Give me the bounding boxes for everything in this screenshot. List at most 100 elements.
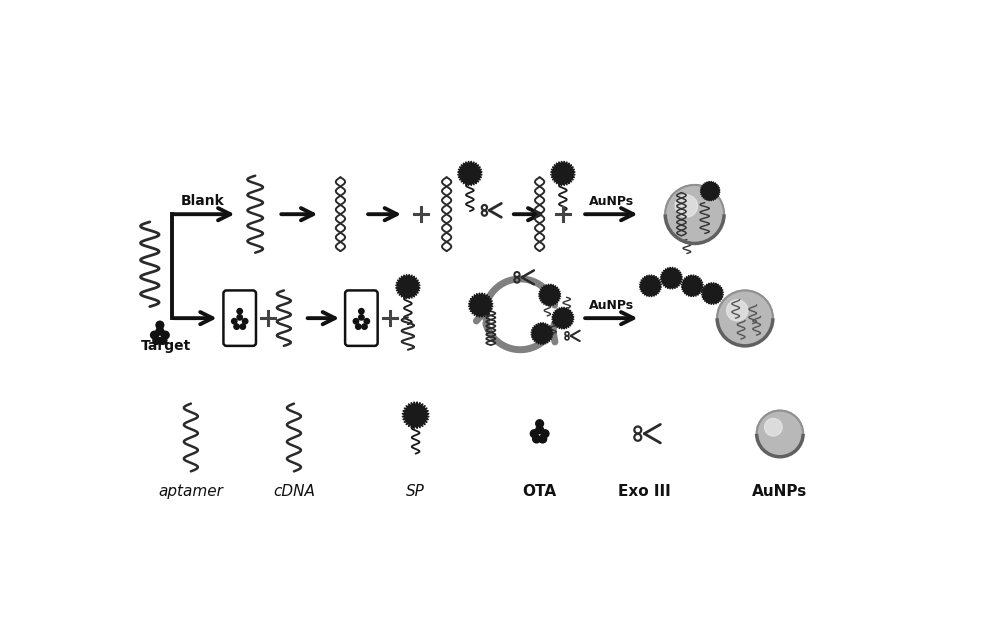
Circle shape: [757, 411, 803, 457]
Polygon shape: [551, 161, 575, 185]
Circle shape: [717, 290, 773, 346]
Text: AuNPs: AuNPs: [752, 484, 808, 499]
Circle shape: [156, 328, 164, 335]
Circle shape: [242, 319, 248, 324]
Polygon shape: [539, 284, 560, 306]
Circle shape: [665, 185, 724, 243]
Circle shape: [757, 411, 803, 457]
Circle shape: [232, 319, 237, 324]
Circle shape: [359, 309, 364, 314]
Circle shape: [717, 290, 773, 346]
Polygon shape: [682, 275, 703, 297]
Circle shape: [240, 324, 246, 329]
Circle shape: [665, 185, 724, 243]
Circle shape: [536, 420, 544, 428]
Circle shape: [717, 290, 773, 346]
Polygon shape: [552, 307, 574, 329]
Polygon shape: [403, 402, 429, 428]
Circle shape: [757, 411, 803, 457]
Circle shape: [717, 290, 773, 346]
Circle shape: [757, 411, 803, 457]
Circle shape: [717, 290, 773, 346]
Circle shape: [765, 418, 782, 436]
Circle shape: [665, 185, 724, 243]
Circle shape: [665, 185, 724, 243]
Circle shape: [539, 435, 547, 443]
Polygon shape: [701, 181, 720, 200]
Circle shape: [237, 315, 242, 320]
Circle shape: [717, 290, 773, 346]
Circle shape: [665, 185, 724, 243]
Circle shape: [717, 290, 773, 346]
Circle shape: [717, 290, 773, 346]
Circle shape: [717, 290, 773, 346]
Circle shape: [675, 195, 698, 217]
Circle shape: [665, 185, 724, 243]
Text: AuNPs: AuNPs: [588, 195, 634, 208]
Circle shape: [156, 321, 164, 329]
Circle shape: [665, 185, 724, 243]
Circle shape: [161, 331, 169, 339]
Circle shape: [237, 309, 242, 314]
FancyBboxPatch shape: [345, 290, 378, 346]
Circle shape: [362, 324, 367, 329]
Text: Exo III: Exo III: [618, 484, 671, 499]
Circle shape: [717, 290, 773, 346]
Circle shape: [159, 336, 167, 345]
Circle shape: [151, 331, 158, 339]
Circle shape: [757, 411, 803, 457]
Circle shape: [757, 411, 803, 457]
Text: cDNA: cDNA: [273, 484, 315, 499]
Circle shape: [530, 430, 538, 437]
Polygon shape: [469, 293, 493, 317]
Circle shape: [757, 411, 803, 457]
Circle shape: [717, 290, 773, 346]
Text: OTA: OTA: [523, 484, 557, 499]
Circle shape: [234, 324, 239, 329]
Circle shape: [665, 185, 724, 243]
Circle shape: [757, 411, 803, 457]
Circle shape: [665, 185, 724, 243]
Circle shape: [533, 435, 540, 443]
FancyBboxPatch shape: [223, 290, 256, 346]
Circle shape: [717, 290, 773, 346]
Circle shape: [536, 426, 544, 433]
Circle shape: [717, 290, 773, 346]
Circle shape: [757, 411, 803, 457]
Circle shape: [717, 290, 773, 346]
Circle shape: [665, 185, 724, 243]
Circle shape: [717, 290, 773, 346]
Circle shape: [665, 185, 724, 243]
Circle shape: [717, 290, 773, 346]
Circle shape: [757, 411, 803, 457]
Circle shape: [359, 315, 364, 320]
Circle shape: [665, 185, 724, 243]
Circle shape: [153, 336, 161, 345]
Circle shape: [665, 185, 724, 243]
Circle shape: [717, 290, 773, 346]
Text: Blank: Blank: [181, 194, 225, 208]
Circle shape: [757, 411, 803, 457]
Circle shape: [757, 411, 803, 457]
Polygon shape: [640, 275, 661, 297]
Circle shape: [757, 411, 803, 457]
Text: aptamer: aptamer: [158, 484, 223, 499]
Circle shape: [757, 411, 803, 457]
Circle shape: [757, 411, 803, 457]
Polygon shape: [702, 283, 723, 304]
Text: Target: Target: [140, 340, 191, 353]
Circle shape: [757, 411, 803, 457]
Circle shape: [665, 185, 724, 243]
Circle shape: [757, 411, 803, 457]
Circle shape: [665, 185, 724, 243]
Circle shape: [717, 290, 773, 346]
Circle shape: [541, 430, 549, 437]
Circle shape: [757, 411, 803, 457]
Circle shape: [717, 290, 773, 346]
Circle shape: [364, 319, 370, 324]
Polygon shape: [396, 275, 420, 299]
Polygon shape: [661, 268, 682, 289]
Polygon shape: [458, 161, 482, 185]
Circle shape: [353, 319, 359, 324]
Circle shape: [665, 185, 724, 243]
